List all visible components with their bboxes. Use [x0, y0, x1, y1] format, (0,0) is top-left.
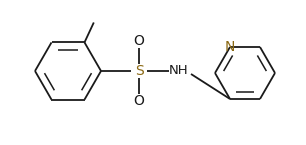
Text: O: O: [133, 34, 144, 48]
Text: S: S: [135, 64, 144, 78]
Text: O: O: [133, 94, 144, 108]
Text: NH: NH: [169, 65, 189, 77]
Text: N: N: [225, 40, 235, 54]
